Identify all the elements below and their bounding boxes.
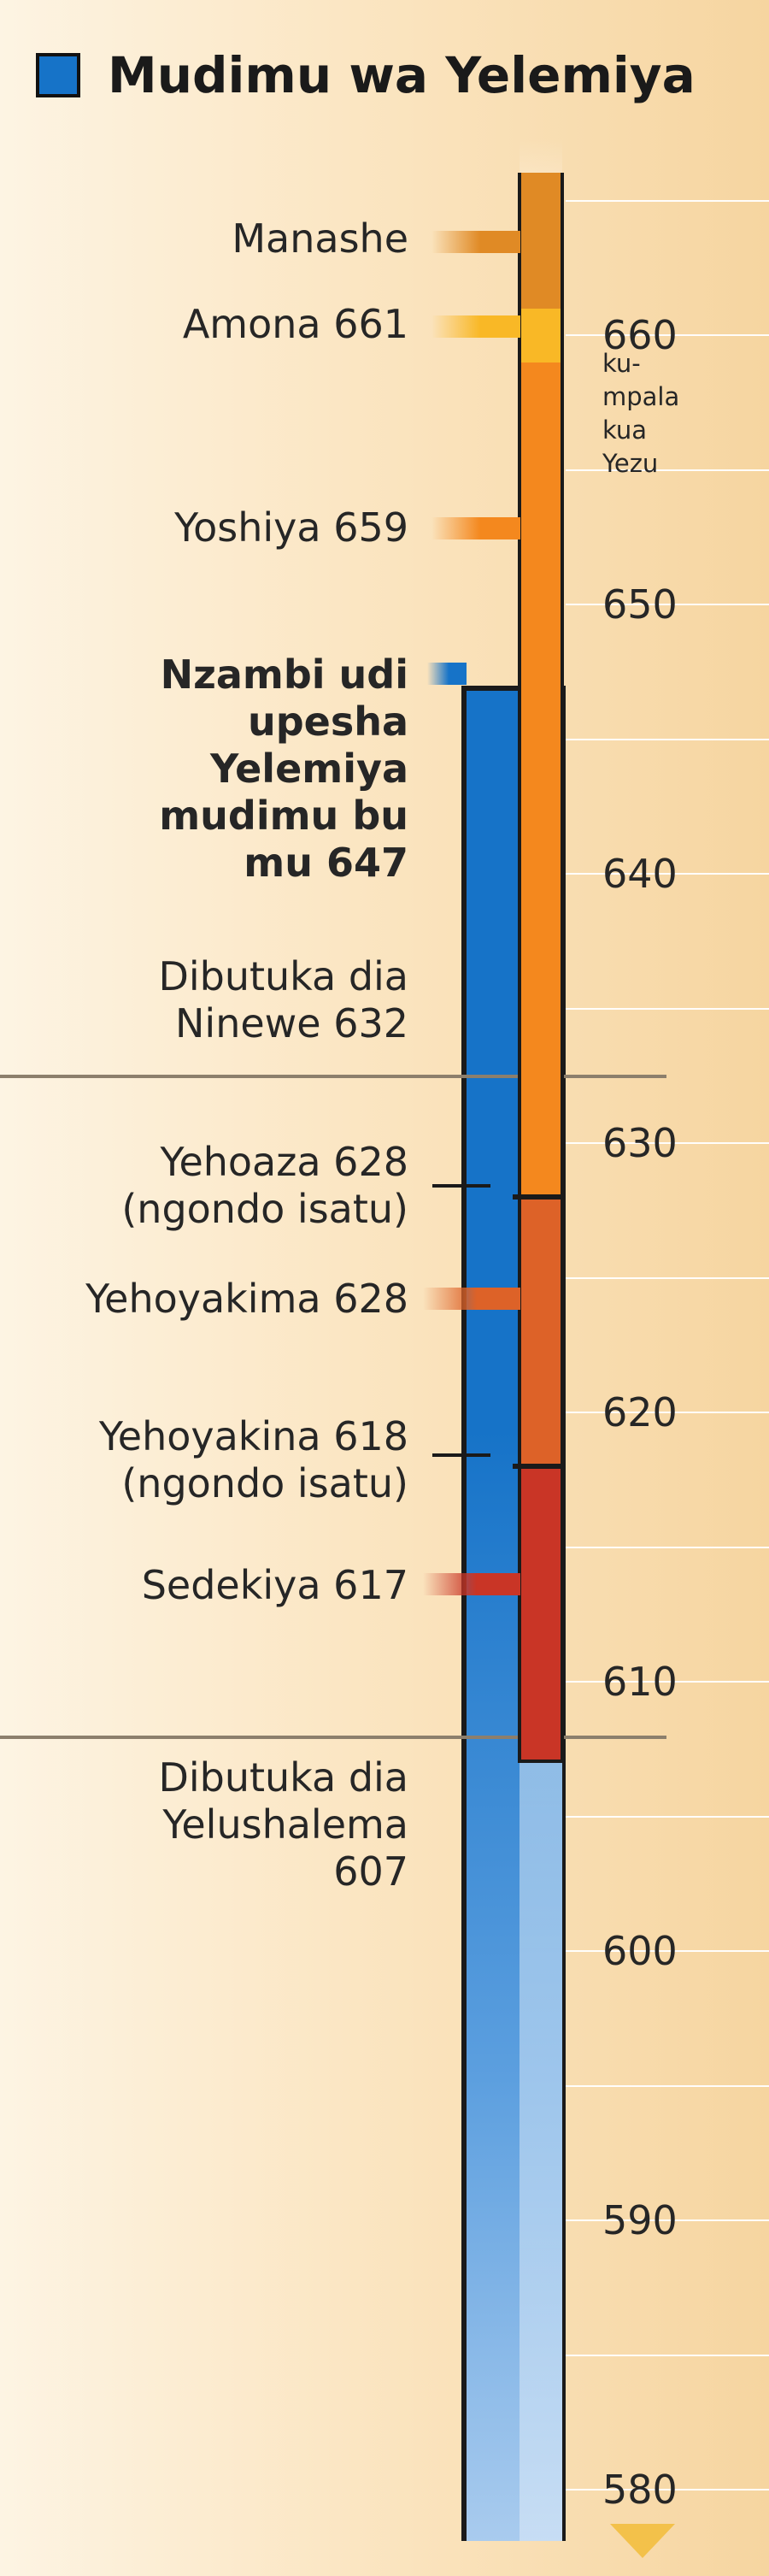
label-yehoyakima: Yehoyakima 628	[85, 1276, 408, 1323]
axis-tick-label: 600	[602, 1928, 678, 1974]
label-line: (ngondo isatu)	[121, 1186, 408, 1232]
label-line: Sedekiya 617	[141, 1562, 408, 1608]
axis-note: ku- mpala kua Yezu	[602, 347, 679, 480]
label-yehoyakina: Yehoyakina 618 (ngondo isatu)	[99, 1413, 408, 1507]
label-line: (ngondo isatu)	[121, 1460, 408, 1506]
chevron-down-icon	[610, 2524, 675, 2558]
axis-rule	[566, 1681, 769, 1683]
reign-bar-manashe	[518, 173, 564, 309]
legend-swatch	[36, 53, 80, 97]
axis-tick-label: 640	[602, 851, 678, 897]
axis-tick-label: 610	[602, 1659, 678, 1705]
label-yehoaza: Yehoaza 628 (ngondo isatu)	[121, 1139, 408, 1233]
label-line: Amona 661	[182, 301, 408, 347]
axis-tick-label: 660	[602, 312, 678, 358]
label-line: upesha	[247, 699, 408, 745]
reign-separator	[513, 1194, 566, 1200]
stub-yehoyakima	[423, 1288, 520, 1310]
stub-yoshiya	[431, 517, 520, 539]
label-line: Yoshiya 659	[174, 504, 408, 551]
reign-bar-amona	[518, 308, 564, 363]
axis-rule	[566, 1412, 769, 1413]
axis-rule	[566, 738, 769, 740]
legend-title: Mudimu wa Yelemiya	[108, 46, 696, 104]
axis-rule	[566, 1007, 769, 1010]
label-line: Yehoyakima 628	[85, 1276, 408, 1322]
axis-rule	[566, 1950, 769, 1952]
label-yelushalema: Dibutuka dia Yelushalema 607	[158, 1754, 408, 1895]
axis-rule	[566, 604, 769, 605]
axis-note-line: Yezu	[602, 449, 659, 478]
label-ninewe: Dibutuka dia Ninewe 632	[158, 953, 408, 1047]
reign-bar-yoshiya	[518, 362, 564, 1197]
stub-manashe	[431, 231, 520, 253]
label-sedekiya: Sedekiya 617	[142, 1562, 408, 1609]
label-manashe: Manashe	[232, 215, 408, 262]
label-line: 607	[333, 1848, 408, 1895]
label-amona: Amona 661	[183, 301, 408, 348]
stub-jeremiah	[427, 663, 467, 685]
legend: Mudimu wa Yelemiya	[36, 46, 696, 104]
label-line: Nzambi udi	[160, 651, 408, 698]
label-line: mu 647	[244, 840, 408, 886]
divider-ninewe	[0, 1075, 666, 1078]
axis-rule	[566, 1546, 769, 1548]
label-line: Yehoyakina 618	[98, 1413, 408, 1459]
axis-rule	[566, 873, 769, 875]
axis-note-line: ku-	[602, 349, 641, 378]
label-line: Manashe	[232, 215, 408, 262]
stub-amona	[431, 315, 520, 338]
axis-rule	[566, 1276, 769, 1279]
label-line: mudimu bu	[159, 793, 408, 839]
divider-yelushalema	[0, 1736, 666, 1739]
axis-rule	[566, 199, 769, 202]
label-line: Ninewe 632	[175, 1000, 408, 1046]
label-line: Yelemiya	[210, 746, 408, 792]
label-yoshiya: Yoshiya 659	[174, 504, 408, 551]
axis-tick-label: 590	[602, 2197, 678, 2243]
axis-rule	[566, 2084, 769, 2087]
axis-note-line: kua	[602, 416, 648, 445]
axis-rule	[566, 1142, 769, 1144]
tick-yehoyakina	[432, 1453, 490, 1458]
axis-note-line: mpala	[602, 382, 680, 411]
stub-sedekiya	[423, 1573, 520, 1595]
axis-rule	[566, 1815, 769, 1818]
axis-tick-label: 650	[602, 581, 678, 628]
label-line: Yelushalema	[162, 1801, 408, 1848]
axis-rule	[566, 334, 769, 336]
axis-tick-label: 580	[602, 2467, 678, 2513]
axis-rule	[566, 2219, 769, 2221]
label-jeremiah-call: Nzambi udi upesha Yelemiya mudimu bu mu …	[159, 651, 408, 887]
axis-rule	[566, 2354, 769, 2356]
reign-bar-yehoyakima	[518, 1197, 564, 1466]
label-line: Yehoaza 628	[160, 1139, 408, 1185]
tick-yehoaza	[432, 1184, 490, 1188]
label-line: Dibutuka dia	[158, 953, 408, 999]
reign-bar-sedekiya	[518, 1466, 564, 1763]
axis-tick-label: 620	[602, 1389, 678, 1435]
reign-separator	[513, 1464, 566, 1469]
axis-tick-label: 630	[602, 1120, 678, 1166]
axis-rule	[566, 469, 769, 471]
label-line: Dibutuka dia	[158, 1754, 408, 1801]
axis-rule	[566, 2489, 769, 2491]
